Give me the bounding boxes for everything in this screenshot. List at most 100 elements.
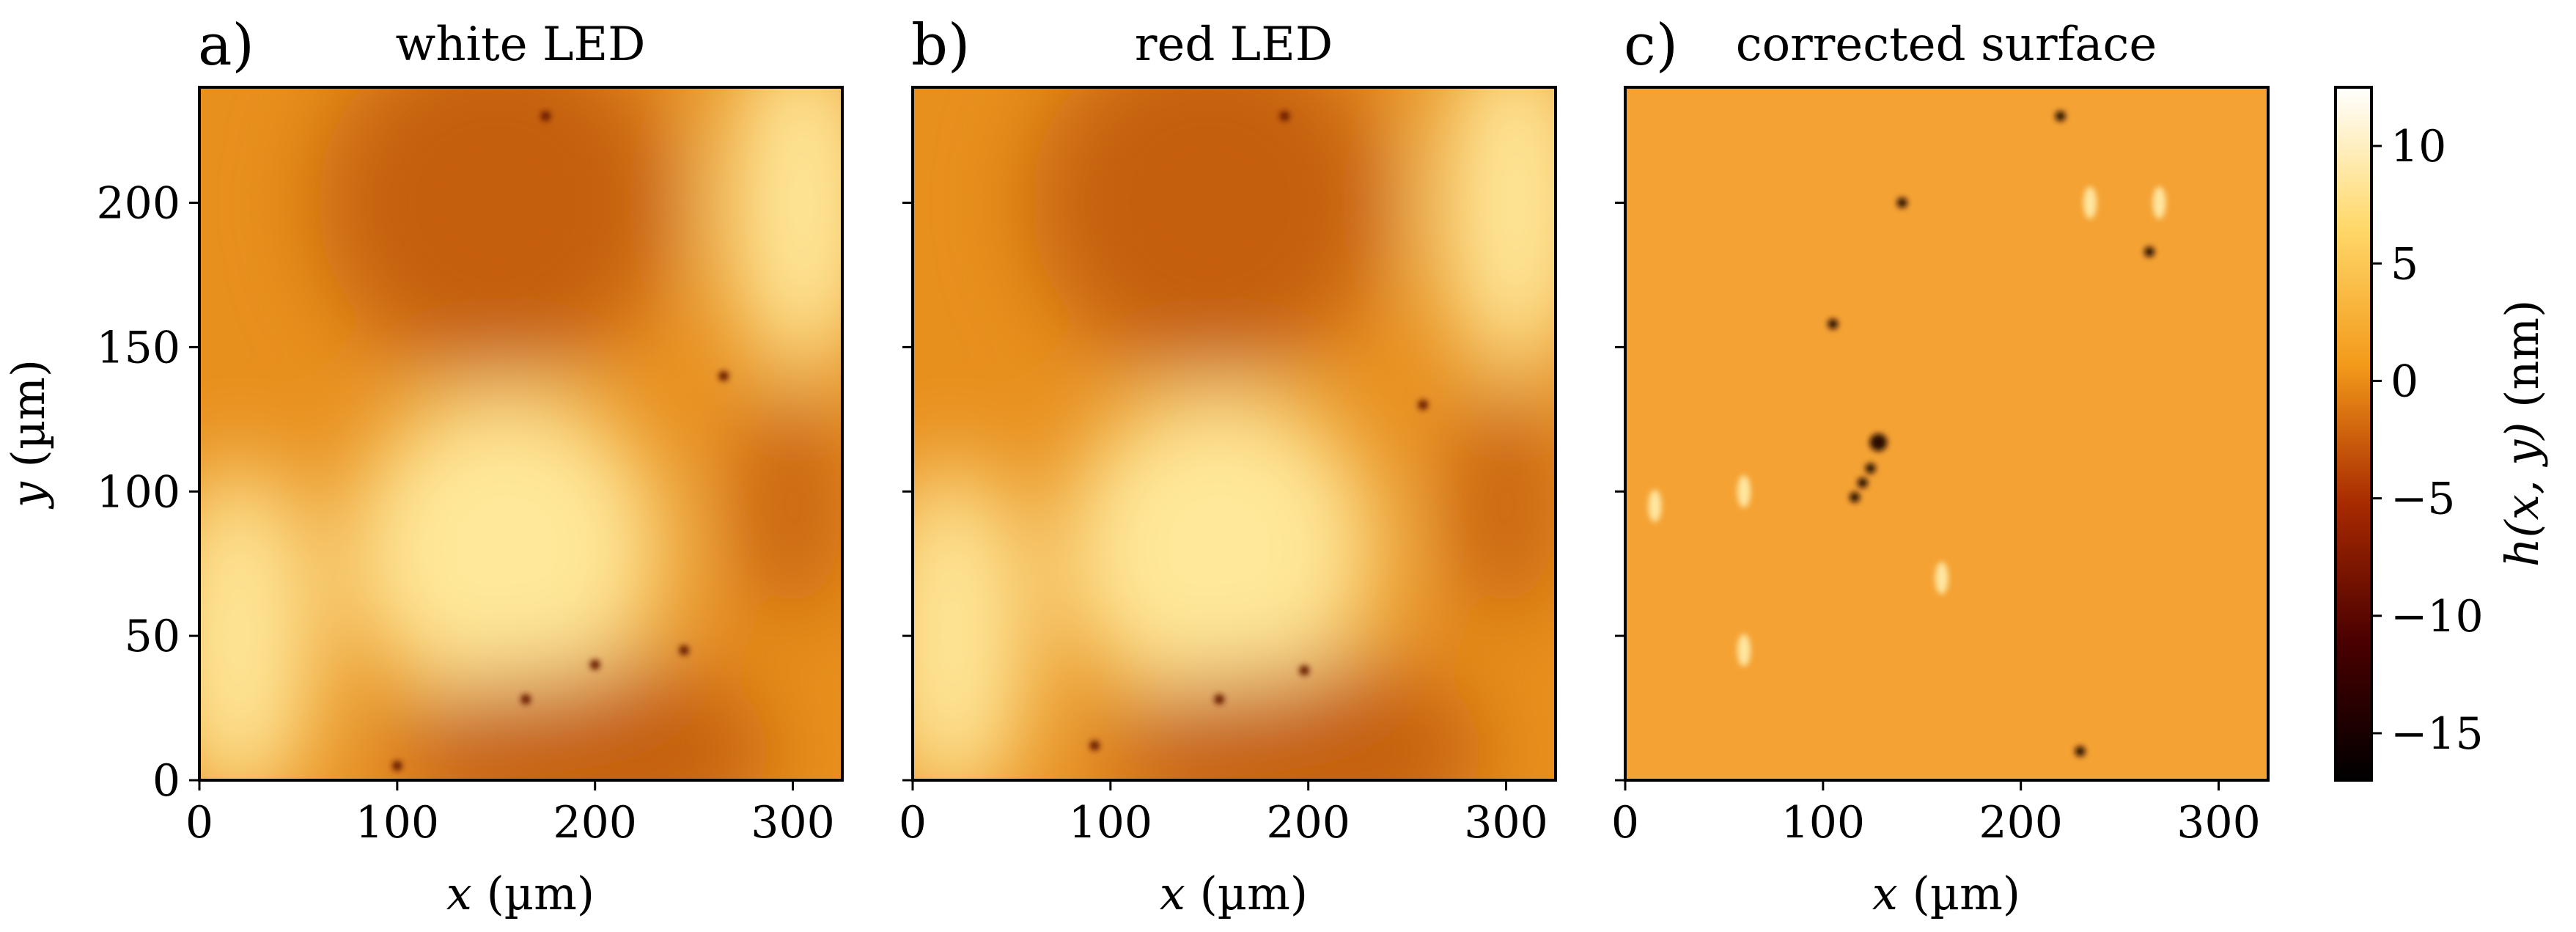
light-spot <box>2083 186 2097 219</box>
panel-a-frame <box>198 86 844 782</box>
defect-spot <box>2075 746 2086 757</box>
xtick-label: 300 <box>2176 797 2261 848</box>
defect-spot <box>2144 246 2155 257</box>
ytick-label: 150 <box>96 322 180 373</box>
bright-region <box>724 87 842 376</box>
colorbar-tick-label: −5 <box>2391 474 2455 525</box>
bright-region <box>199 462 318 780</box>
ytick-label: 200 <box>96 178 180 230</box>
colorbar: 10 5 0 −5 −10 −15 h(x, y) (nm) <box>2334 86 2549 782</box>
colorbar-label-unit: (nm) <box>2495 300 2549 422</box>
panel-b-title: red LED <box>1135 18 1333 72</box>
colorbar-tick-label: 5 <box>2391 238 2418 290</box>
panel-c-yticks <box>1615 202 1625 782</box>
bright-region <box>347 390 665 708</box>
colorbar-tick-label: −10 <box>2391 591 2484 642</box>
panel-b-heatmap <box>913 87 1556 780</box>
dark-region <box>1031 87 1388 376</box>
panel-c-title: corrected surface <box>1736 18 2157 72</box>
dark-region <box>397 679 635 780</box>
panel-b-xlabel-var: x <box>1160 867 1185 920</box>
bright-region <box>1437 87 1556 376</box>
panel-a-label: a) <box>198 12 254 78</box>
colorbar-ticks: 10 5 0 −5 −10 −15 <box>2371 121 2484 760</box>
panel-b-xlabel-unit: (µm) <box>1185 867 1308 920</box>
panel-a-xlabel-unit: (µm) <box>472 867 595 920</box>
light-spot <box>1648 489 1662 522</box>
defect-spot <box>1850 492 1861 503</box>
panel-a-yticks: 0 50 100 150 200 <box>96 178 199 807</box>
defect-spot <box>1279 111 1290 122</box>
light-spot <box>1935 562 1948 595</box>
panel-b-xticks: 0 100 200 300 <box>899 780 1548 848</box>
defect-spot <box>1869 433 1888 452</box>
panel-c-xticks: 0 100 200 300 <box>1611 780 2261 848</box>
defect-spot <box>1089 740 1100 751</box>
xtick-label: 100 <box>356 797 440 848</box>
panel-a-heatmap <box>199 87 842 780</box>
xtick-label: 0 <box>185 797 213 848</box>
panel-a-xticks: 0 100 200 300 <box>185 780 835 848</box>
defect-spot <box>2055 111 2066 122</box>
dark-region <box>317 87 674 376</box>
panel-a-ylabel-unit: (µm) <box>1 359 55 482</box>
defect-spot <box>1214 694 1225 705</box>
panel-c-xlabel: x (µm) <box>1872 867 2020 920</box>
dark-region <box>1457 390 1556 622</box>
defect-spot <box>1857 477 1868 488</box>
xtick-label: 300 <box>1464 797 1548 848</box>
panel-b-frame <box>911 86 1557 782</box>
ytick-label: 50 <box>125 611 180 662</box>
defect-spot <box>679 645 690 656</box>
colorbar-label-var: h(x, y) <box>2495 422 2549 568</box>
panel-a: a) white LED 0 100 200 300 0 50 100 150 200 x (… <box>1 12 844 920</box>
panel-a-xlabel: x (µm) <box>446 867 595 920</box>
colorbar-tick-label: 10 <box>2391 121 2446 172</box>
panel-b-yticks <box>902 202 913 782</box>
colorbar-frame <box>2334 86 2373 782</box>
panel-c-heatmap <box>1625 87 2268 780</box>
light-spot <box>1737 634 1751 667</box>
panel-c-frame <box>1624 86 2270 782</box>
defect-spot <box>1418 400 1429 411</box>
panel-c-label: c) <box>1624 12 1678 78</box>
dark-region <box>743 390 842 622</box>
defect-spot <box>1828 318 1839 329</box>
ytick-label: 0 <box>152 755 180 807</box>
panel-b-xlabel: x (µm) <box>1160 867 1308 920</box>
defect-spot <box>391 760 402 771</box>
colorbar-gradient <box>2336 87 2371 780</box>
bright-region <box>913 462 1031 780</box>
defect-spot <box>520 694 531 705</box>
panel-a-ylabel: y (µm) <box>1 359 55 510</box>
panel-b: b) red LED 0 100 200 300 x (µm) <box>899 12 1557 920</box>
panel-b-label: b) <box>911 12 970 78</box>
defect-spot <box>1299 665 1310 676</box>
panel-c-xlabel-unit: (µm) <box>1898 867 2020 920</box>
dark-region <box>1110 679 1348 780</box>
xtick-label: 0 <box>1611 797 1639 848</box>
xtick-label: 100 <box>1069 797 1153 848</box>
panel-a-ylabel-var: y <box>1 481 55 510</box>
bright-region <box>1061 390 1378 708</box>
colorbar-tick-label: 0 <box>2391 356 2418 407</box>
xtick-label: 300 <box>751 797 835 848</box>
defect-spot <box>540 111 551 122</box>
panel-c-base <box>1625 87 2268 780</box>
defect-spot <box>718 370 729 381</box>
defect-spot <box>1865 463 1876 474</box>
panel-a-title: white LED <box>396 18 646 72</box>
panel-c-xlabel-var: x <box>1872 867 1898 920</box>
light-spot <box>1737 475 1751 508</box>
xtick-label: 200 <box>553 797 637 848</box>
xtick-label: 0 <box>899 797 927 848</box>
panel-a-xlabel-var: x <box>446 867 472 920</box>
xtick-label: 200 <box>1266 797 1350 848</box>
colorbar-label: h(x, y) (nm) <box>2495 300 2549 568</box>
panel-c: c) corrected surface 0 100 200 300 x (µm) <box>1611 12 2270 920</box>
defect-spot <box>1896 197 1907 208</box>
xtick-label: 200 <box>1979 797 2063 848</box>
light-spot <box>2152 186 2166 219</box>
ytick-label: 100 <box>96 466 180 518</box>
